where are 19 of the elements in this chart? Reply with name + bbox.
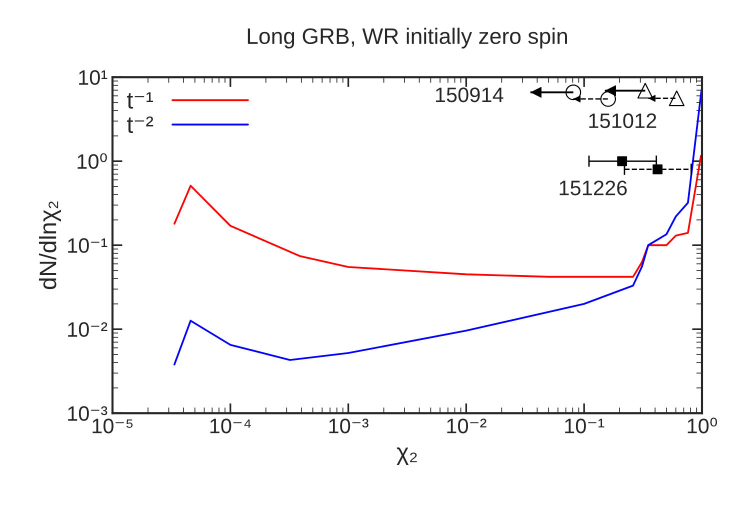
chart-title: Long GRB, WR initially zero spin [248,28,567,48]
y-tick-label: 10⁻³ [68,406,108,421]
y-tick-label: 10¹ [79,70,108,85]
y-tick-label: 10⁻² [68,322,108,337]
annotation: 151226 [560,180,627,196]
x-tick-label: 10⁻⁴ [210,418,251,434]
x-tick-label: 10⁻² [447,418,486,434]
y-tick-label: 10⁰ [78,153,107,169]
x-tick-label: 10⁰ [688,418,718,434]
x-axis-title: χ₂ [396,447,417,466]
x-tick-label: 10⁻¹ [565,418,604,434]
x-tick-label: 10⁻⁵ [92,418,133,434]
legend-label: t⁻² [127,116,154,134]
x-tick-label: 10⁻³ [329,418,368,434]
y-axis-title: dN/dlnχ₂ [38,201,61,290]
y-tick-label: 10⁻¹ [68,238,108,253]
annotation: 150914 [436,88,504,102]
annotation: 151012 [589,113,656,128]
legend-label: t⁻¹ [127,92,154,109]
